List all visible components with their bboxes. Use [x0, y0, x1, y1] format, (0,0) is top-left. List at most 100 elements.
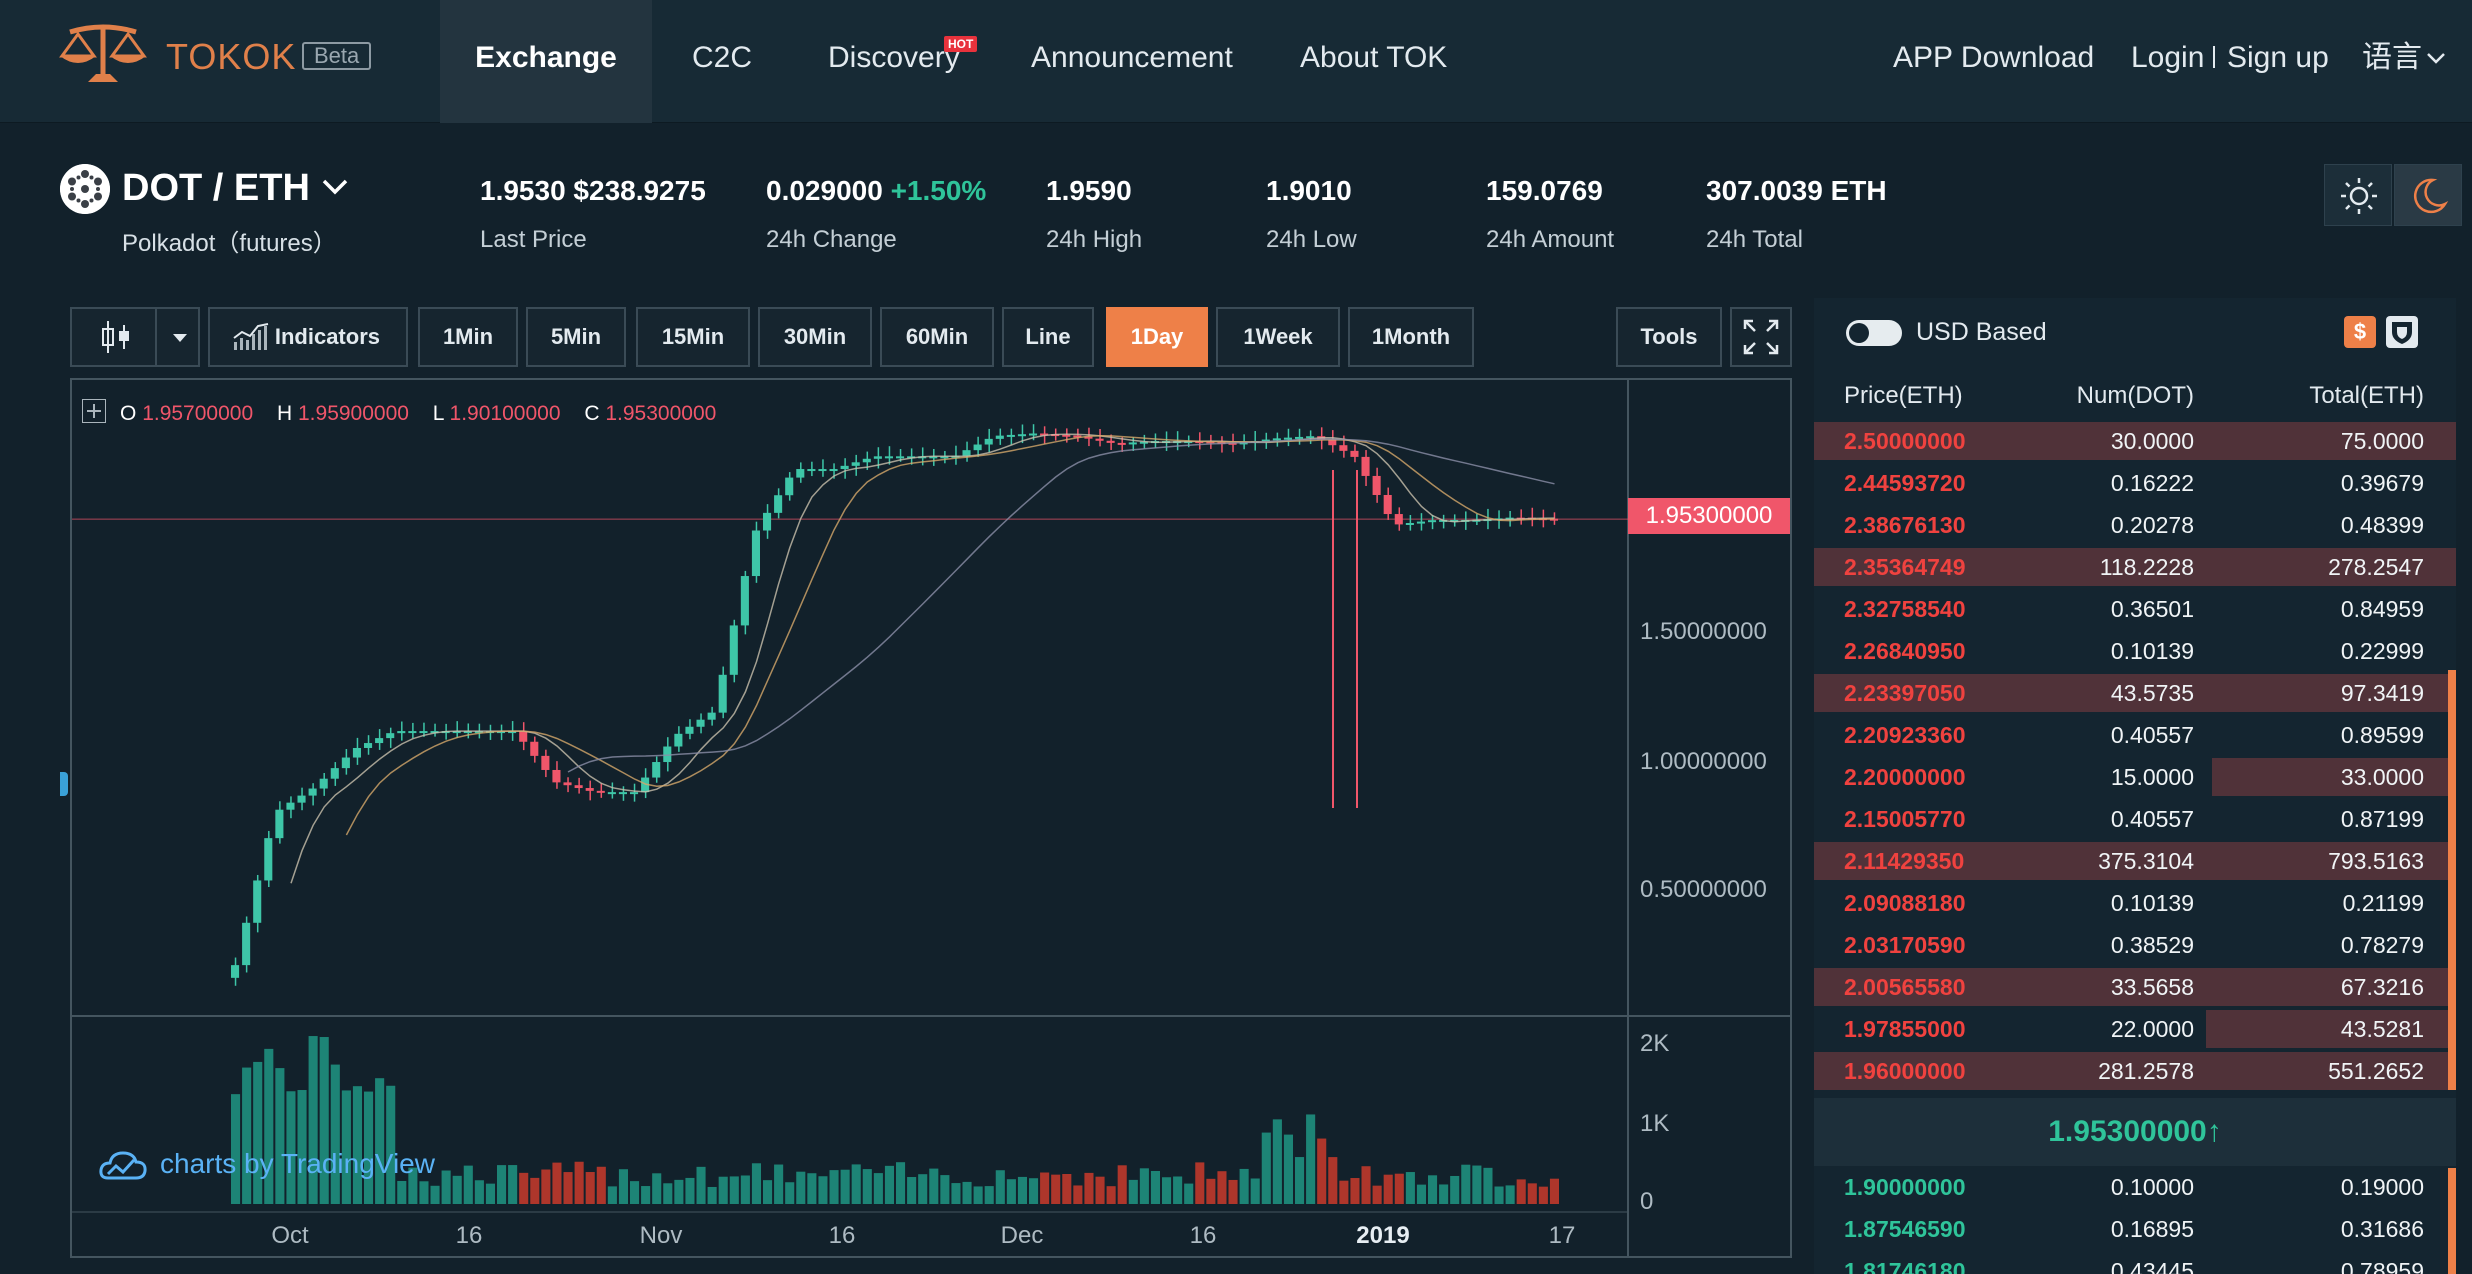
- volume-bar: [474, 1180, 484, 1204]
- ask-row[interactable]: 2.32758540 0.36501 0.84959: [1814, 588, 2456, 630]
- volume-bar: [1516, 1179, 1526, 1204]
- shield-icon[interactable]: [2386, 316, 2418, 348]
- brand-name[interactable]: TOKOK: [166, 36, 297, 77]
- pair-chevron-down-icon[interactable]: [318, 170, 352, 204]
- legend-expand-icon[interactable]: [82, 399, 106, 423]
- interval-line[interactable]: Line: [1002, 307, 1094, 367]
- nav-about-tok[interactable]: About TOK: [1300, 41, 1448, 74]
- tradingview-credit-link[interactable]: charts by TradingView: [160, 1148, 435, 1179]
- chart-type-button[interactable]: [70, 307, 200, 367]
- low-label: 24h Low: [1266, 226, 1357, 253]
- ask-row[interactable]: 1.96000000 281.2578 551.2652: [1814, 1050, 2456, 1092]
- candle-body: [1372, 475, 1381, 495]
- language-selector[interactable]: 语言: [2362, 41, 2422, 74]
- ask-price: 2.44593720: [1844, 470, 1966, 496]
- volume-bar: [1494, 1186, 1504, 1204]
- ask-depth-scrollbar[interactable]: [2448, 670, 2456, 1090]
- bid-depth-scrollbar[interactable]: [2448, 1168, 2456, 1274]
- volume-bar: [242, 1067, 252, 1204]
- ask-row[interactable]: 2.38676130 0.20278 0.48399: [1814, 504, 2456, 546]
- indicators-icon: [233, 323, 269, 350]
- volume-bar: [1283, 1134, 1293, 1204]
- volume-bar: [1372, 1185, 1382, 1204]
- volume-bar: [1073, 1185, 1083, 1204]
- ask-row[interactable]: 2.03170590 0.38529 0.78279: [1814, 924, 2456, 966]
- ask-row[interactable]: 2.23397050 43.5735 97.3419: [1814, 672, 2456, 714]
- polkadot-coin-icon: [60, 164, 110, 214]
- candle-body: [940, 456, 949, 459]
- tradingview-cloud-icon[interactable]: [98, 1148, 148, 1182]
- interval-1min[interactable]: 1Min: [418, 307, 518, 367]
- ask-total: 0.87199: [2340, 806, 2424, 832]
- volume-bar: [818, 1176, 828, 1204]
- candle-body: [419, 731, 428, 734]
- bid-num: 0.10000: [2110, 1174, 2194, 1200]
- interval-15min[interactable]: 15Min: [636, 307, 750, 367]
- candlestick-icon: [102, 321, 129, 353]
- ask-row[interactable]: 2.20923360 0.40557 0.89599: [1814, 714, 2456, 756]
- ask-row[interactable]: 2.20000000 15.0000 33.0000: [1814, 756, 2456, 798]
- interval-5min[interactable]: 5Min: [526, 307, 626, 367]
- interval-60min[interactable]: 60Min: [880, 307, 994, 367]
- login-link[interactable]: Login: [2131, 41, 2205, 74]
- candle-body: [1306, 436, 1315, 439]
- interval-1day[interactable]: 1Day: [1106, 307, 1208, 367]
- ask-row[interactable]: 2.11429350 375.3104 793.5163: [1814, 840, 2456, 882]
- indicators-button[interactable]: Indicators: [208, 307, 408, 367]
- fullscreen-button[interactable]: [1730, 307, 1792, 367]
- candle-body: [386, 733, 395, 739]
- volume-bar: [1295, 1157, 1305, 1204]
- dark-theme-button[interactable]: [2394, 164, 2462, 226]
- tokok-logo-icon[interactable]: [58, 18, 148, 90]
- ask-total: 551.2652: [2328, 1058, 2424, 1084]
- nav-c2c[interactable]: C2C: [692, 41, 753, 74]
- candle-body: [896, 456, 905, 459]
- volume-bar: [807, 1173, 817, 1204]
- candle-body: [663, 746, 672, 763]
- tools-button[interactable]: Tools: [1616, 307, 1722, 367]
- ask-row[interactable]: 2.00565580 33.5658 67.3216: [1814, 966, 2456, 1008]
- chart-side-handle[interactable]: [60, 772, 68, 796]
- interval-1week[interactable]: 1Week: [1216, 307, 1340, 367]
- nav-exchange[interactable]: Exchange: [440, 0, 652, 123]
- volume-bar: [1328, 1157, 1338, 1204]
- dollar-icon[interactable]: $: [2344, 316, 2376, 348]
- interval-30min[interactable]: 30Min: [758, 307, 872, 367]
- language-chevron-down-icon[interactable]: [2426, 52, 2446, 66]
- volume-bar: [308, 1036, 318, 1204]
- trading-pair-title[interactable]: DOT / ETH: [122, 167, 310, 209]
- ask-row[interactable]: 2.26840950 0.10139 0.22999: [1814, 630, 2456, 672]
- last-price-label: Last Price: [480, 226, 587, 253]
- x-axis-tick: 16: [828, 1222, 856, 1249]
- ask-row[interactable]: 2.50000000 30.0000 75.0000: [1814, 420, 2456, 462]
- ask-total: 278.2547: [2328, 554, 2424, 580]
- chart-type-caret-down-icon[interactable]: [170, 331, 190, 345]
- usd-based-toggle[interactable]: [1846, 320, 1902, 346]
- interval-1month[interactable]: 1Month: [1348, 307, 1474, 367]
- price-chart[interactable]: [70, 378, 1792, 1258]
- app-download-link[interactable]: APP Download: [1893, 41, 2095, 74]
- signup-link[interactable]: Sign up: [2227, 41, 2329, 74]
- nav-announcement[interactable]: Announcement: [1031, 41, 1233, 74]
- ask-row[interactable]: 1.97855000 22.0000 43.5281: [1814, 1008, 2456, 1050]
- up-arrow-icon: ↑: [2206, 1115, 2222, 1148]
- ask-row[interactable]: 2.15005770 0.40557 0.87199: [1814, 798, 2456, 840]
- ask-row[interactable]: 2.35364749 118.2228 278.2547: [1814, 546, 2456, 588]
- light-theme-button[interactable]: [2324, 164, 2392, 226]
- ask-row[interactable]: 2.09088180 0.10139 0.21199: [1814, 882, 2456, 924]
- volume-bar: [1350, 1178, 1360, 1204]
- volume-bar: [951, 1183, 961, 1204]
- candle-body: [796, 469, 805, 478]
- candle-body: [430, 731, 439, 734]
- bid-price: 1.87546590: [1844, 1216, 1966, 1242]
- volume-bar: [1206, 1178, 1216, 1204]
- ask-row[interactable]: 2.44593720 0.16222 0.39679: [1814, 462, 2456, 504]
- bid-row[interactable]: 1.87546590 0.16895 0.31686: [1814, 1208, 2456, 1250]
- nav-discovery[interactable]: Discovery: [828, 41, 960, 74]
- bid-row[interactable]: 1.81746180 0.43445 0.78959: [1814, 1250, 2456, 1274]
- volume-axis-tick: 0: [1640, 1188, 1654, 1215]
- candle-body: [375, 738, 384, 744]
- volume-bar: [1472, 1165, 1482, 1204]
- bid-row[interactable]: 1.90000000 0.10000 0.19000: [1814, 1166, 2456, 1208]
